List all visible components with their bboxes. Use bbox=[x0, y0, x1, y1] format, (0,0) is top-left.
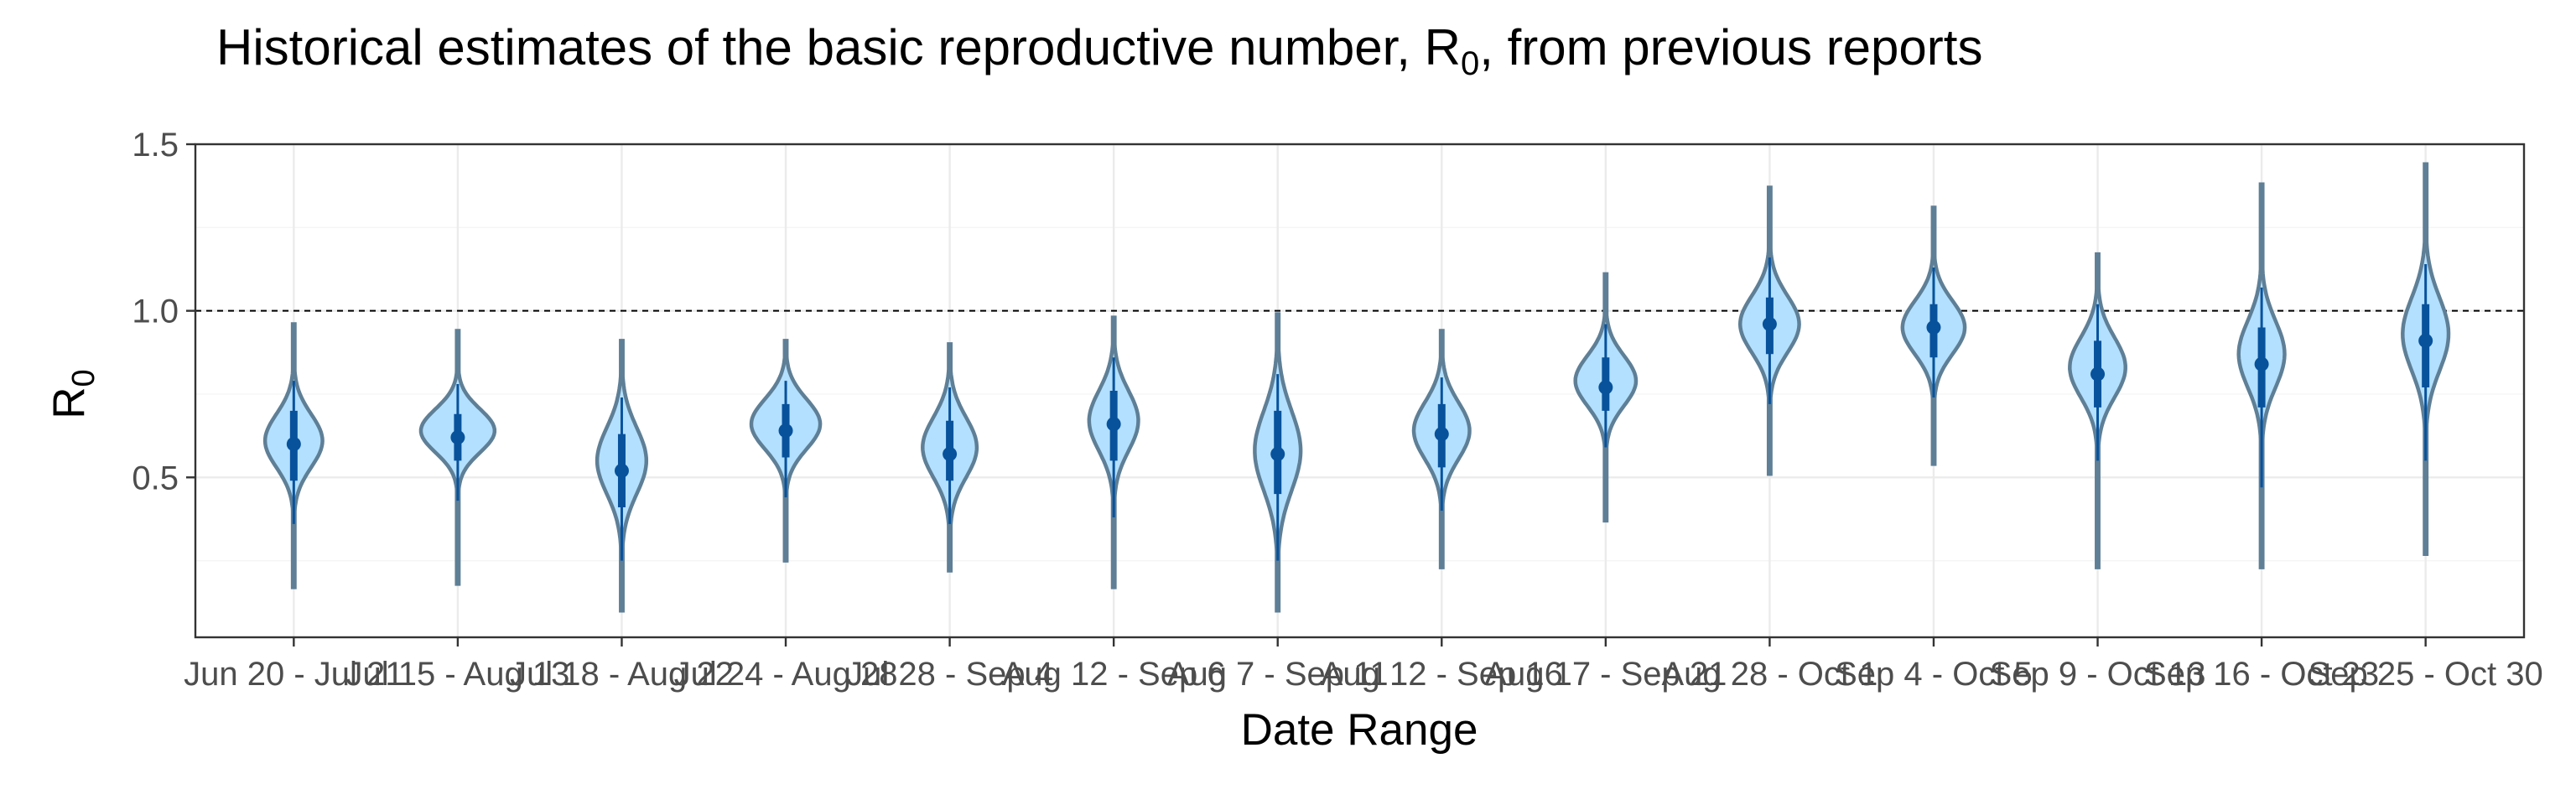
y-tick-label: 1.0 bbox=[132, 293, 179, 330]
violin-group bbox=[749, 339, 823, 563]
violins bbox=[262, 162, 2451, 613]
violin-median-point bbox=[778, 423, 793, 439]
x-tick-label: Aug 12 - Sep 16 bbox=[1321, 656, 1563, 693]
plot-panel bbox=[194, 143, 2526, 639]
violin-median-point bbox=[943, 446, 958, 461]
x-tick-label: Sep 16 - Oct 23 bbox=[2144, 656, 2379, 693]
chart-title: Historical estimates of the basic reprod… bbox=[216, 19, 1982, 82]
x-tick-label: Sep 4 - Oct 5 bbox=[1835, 656, 2033, 693]
violin-group bbox=[418, 329, 497, 586]
x-tick-label: Jul 24 - Aug 28 bbox=[674, 656, 898, 693]
violin-group bbox=[1253, 312, 1303, 613]
x-tick-label: Jun 20 - Jul 21 bbox=[184, 656, 403, 693]
x-tick-label: Sep 9 - Oct 13 bbox=[1990, 656, 2206, 693]
violin-group bbox=[2401, 162, 2451, 556]
violin-median-point bbox=[2254, 356, 2269, 371]
x-tick-label: Jul 15 - Aug 13 bbox=[345, 656, 569, 693]
violin-median-point bbox=[1434, 427, 1449, 442]
violin-group bbox=[595, 339, 649, 613]
violin-median-point bbox=[450, 430, 465, 445]
violin-median-point bbox=[614, 463, 629, 478]
violin-median-point bbox=[1926, 320, 1941, 335]
violin-median-point bbox=[1270, 446, 1285, 461]
violin-group bbox=[2236, 182, 2287, 569]
x-tick-label: Aug 17 - Sep 21 bbox=[1484, 656, 1727, 693]
violin-group bbox=[262, 322, 325, 589]
x-tick-label: Jul 18 - Aug 22 bbox=[510, 656, 734, 693]
violin-group bbox=[1900, 205, 1967, 466]
x-tick-label: Jul 28 - Sep 4 bbox=[846, 656, 1053, 693]
x-tick-label: Sep 25 - Oct 30 bbox=[2309, 656, 2543, 693]
y-axis-title-main: R bbox=[44, 387, 94, 418]
y-tick-label: 0.5 bbox=[132, 460, 179, 496]
y-axis-title-subscript: 0 bbox=[66, 369, 101, 387]
violin-median-point bbox=[286, 437, 301, 452]
x-tick-label: Aug 28 - Oct 1 bbox=[1661, 656, 1877, 693]
violin-group bbox=[921, 342, 979, 573]
x-tick-label: Aug 12 - Sep 6 bbox=[1002, 656, 1226, 693]
x-tick-label: Aug 7 - Sep 11 bbox=[1167, 656, 1389, 693]
violin-median-point bbox=[1106, 417, 1121, 432]
y-tick-label: 1.5 bbox=[132, 127, 179, 164]
violin-group bbox=[2068, 252, 2127, 569]
violin-group bbox=[1737, 185, 1801, 476]
violin-group bbox=[1411, 329, 1472, 569]
y-axis-title: R0 bbox=[44, 369, 101, 418]
violin-group bbox=[1573, 272, 1639, 523]
chart-title-tail: , from previous reports bbox=[1479, 19, 1982, 75]
violin-median-point bbox=[1762, 317, 1777, 332]
chart-title-subscript: 0 bbox=[1461, 45, 1479, 82]
x-axis-title: Date Range bbox=[1241, 705, 1478, 755]
violin-median-point bbox=[1598, 380, 1613, 395]
grid bbox=[195, 143, 2524, 637]
violin-median-point bbox=[2418, 333, 2433, 348]
violin-group bbox=[1087, 315, 1140, 589]
violin-median-point bbox=[2090, 366, 2106, 382]
y-axis: 0.5 1.0 1.5 bbox=[132, 127, 195, 496]
chart-title-main: Historical estimates of the basic reprod… bbox=[216, 19, 1461, 75]
